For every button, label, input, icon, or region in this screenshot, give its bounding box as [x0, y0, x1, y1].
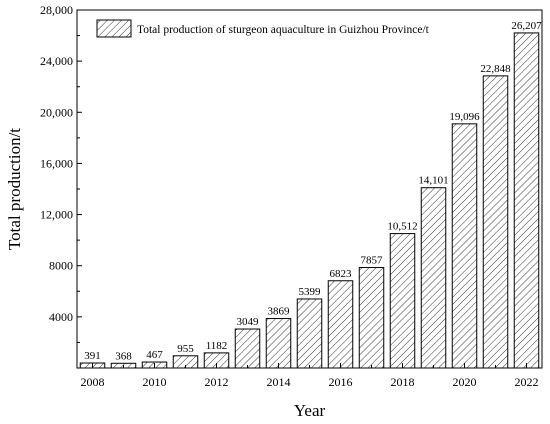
- data-label-2014: 3869: [268, 306, 291, 318]
- data-label-2017: 7857: [361, 255, 384, 267]
- x-tick-label-2014: 2014: [267, 375, 291, 389]
- data-label-2021: 22,848: [480, 63, 511, 75]
- x-tick-label-2016: 2016: [329, 375, 353, 389]
- bar-2014: [265, 318, 292, 369]
- bar-2016: [327, 280, 354, 369]
- x-tick-label-2012: 2012: [205, 375, 229, 389]
- bar-2019: [420, 187, 447, 369]
- bar-2017: [358, 267, 385, 369]
- legend-swatch: [96, 19, 132, 38]
- data-label-2010: 467: [146, 349, 163, 361]
- y-tick-label-24000: 24,000: [40, 54, 73, 68]
- bar-2022: [513, 32, 540, 369]
- data-label-2008: 391: [84, 350, 101, 362]
- x-tick-label-2022: 2022: [515, 375, 539, 389]
- data-label-2020: 19,096: [449, 111, 480, 123]
- bars-group: [79, 32, 540, 369]
- data-label-2019: 14,101: [418, 175, 448, 187]
- y-tick-label-20000: 20,000: [40, 105, 73, 119]
- bar-2015: [296, 298, 323, 369]
- bar-2020: [451, 123, 478, 369]
- legend-label: Total production of sturgeon aquaculture…: [137, 24, 430, 36]
- x-tick-label-2018: 2018: [391, 375, 415, 389]
- data-label-2011: 955: [177, 343, 194, 355]
- data-label-2018: 10,512: [387, 221, 417, 233]
- bar-2018: [389, 233, 416, 369]
- data-label-2022: 26,207: [511, 20, 542, 32]
- x-tick-label-2010: 2010: [143, 375, 167, 389]
- bar-2021: [482, 75, 509, 369]
- x-tick-label-2020: 2020: [453, 375, 477, 389]
- y-tick-label-4000: 4000: [49, 310, 73, 324]
- data-label-2016: 6823: [330, 268, 353, 280]
- y-axis-title: Total production/t: [5, 128, 24, 250]
- data-labels-group: 391 368 467 955 1182 3049 3869 5399 6823 7857 10,5…: [84, 20, 542, 362]
- y-tick-label-16000: 16,000: [40, 156, 73, 170]
- data-label-2009: 368: [115, 350, 132, 362]
- y-tick-label-28000: 28,000: [40, 3, 73, 17]
- x-tick-label-2008: 2008: [81, 375, 105, 389]
- y-tick-label-8000: 8000: [49, 259, 73, 273]
- bar-2013: [234, 328, 261, 369]
- data-label-2013: 3049: [237, 316, 260, 328]
- x-axis-title: Year: [294, 401, 326, 420]
- y-axis: 4000 8000 12,000 16,000 20,000 24,000 28,000: [40, 3, 82, 343]
- legend: Total production of sturgeon aquaculture…: [96, 19, 430, 38]
- x-axis: 2008 2010 2012 2014 2016 2018 2020 2022: [81, 363, 539, 389]
- data-label-2012: 1182: [206, 340, 228, 352]
- y-tick-label-12000: 12,000: [40, 208, 73, 222]
- data-label-2015: 5399: [299, 286, 322, 298]
